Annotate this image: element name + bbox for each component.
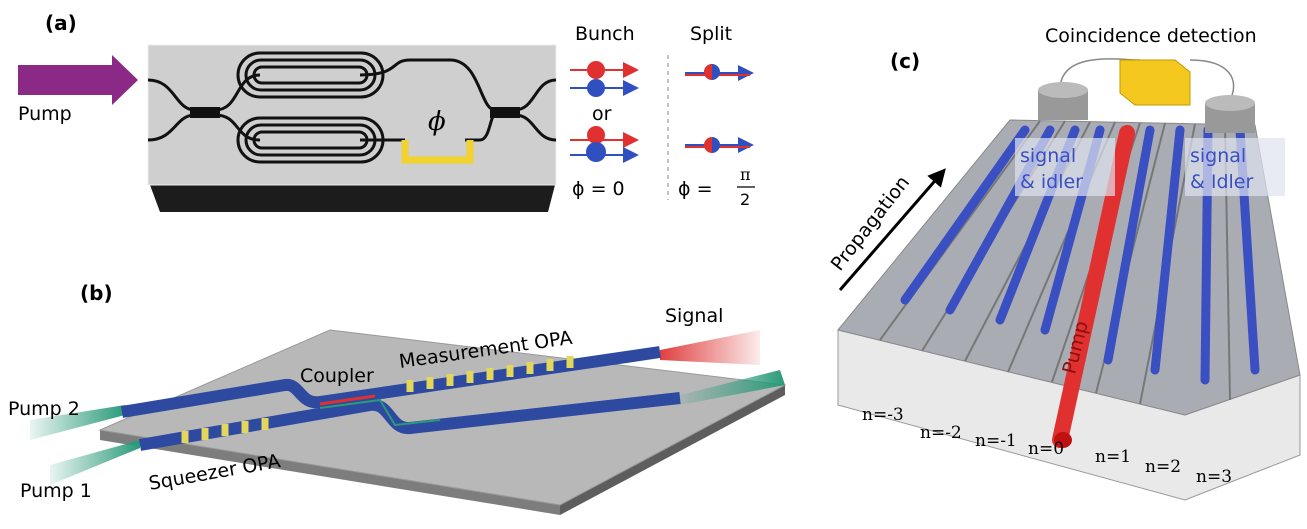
panel-label: (b) — [80, 281, 113, 305]
pump-end — [1054, 432, 1072, 448]
pump-arrow — [18, 55, 138, 105]
modes-label: & Idler — [1190, 171, 1253, 193]
coupler-path — [319, 394, 376, 406]
modes-label: signal — [1020, 145, 1076, 167]
panel-label: (c) — [890, 49, 920, 73]
panel-c: (c) Coincidence detection Propagation si… — [827, 25, 1301, 501]
signal-label: Signal — [665, 305, 723, 327]
index-label: n=1 — [1095, 447, 1131, 467]
index-label: n=2 — [1145, 457, 1181, 477]
phase-half-num: π — [740, 165, 751, 184]
coupler-label: Coupler — [300, 365, 374, 387]
coupler — [190, 107, 220, 118]
modes-label: & idler — [1020, 171, 1083, 193]
panel-b: (b) Signal Coupler Measurement OPA Pump … — [8, 281, 787, 515]
label-box — [1185, 138, 1285, 196]
index-label: n=3 — [1196, 467, 1232, 487]
coupler-path — [319, 398, 441, 427]
split-label: Split — [690, 23, 732, 45]
chip-side — [560, 385, 785, 515]
or-label: or — [592, 103, 612, 125]
modes-label: signal — [1190, 145, 1246, 167]
panel-a: (a) Pump Bunch Split or ϕ ϕ = 0 ϕ = π 2 — [18, 11, 755, 212]
detector-box — [1119, 59, 1191, 106]
pump2-beam — [30, 405, 125, 440]
index-label: n=-1 — [975, 431, 1017, 451]
label-box — [1015, 138, 1115, 196]
signal-beam — [660, 330, 760, 365]
heater — [401, 140, 474, 164]
index-label: n=-3 — [862, 405, 904, 425]
chip-side — [100, 430, 560, 515]
index-labels: n=-3 n=-2 n=-1 n=0 n=1 n=2 n=3 — [862, 405, 1232, 487]
idler-beam — [680, 370, 785, 405]
coupler — [490, 107, 520, 118]
index-label: n=0 — [1028, 439, 1064, 459]
phase-zero: ϕ = 0 — [572, 178, 625, 200]
poling — [181, 356, 574, 443]
propagation-arrow — [838, 168, 946, 291]
pump2-label: Pump 2 — [8, 398, 80, 420]
detector — [1205, 95, 1255, 111]
pump1-label: Pump 1 — [20, 480, 92, 502]
panel-label: (a) — [45, 11, 77, 35]
detection-label: Coincidence detection — [1045, 25, 1257, 47]
phase-half-lhs: ϕ = — [678, 178, 713, 200]
waveguides — [147, 51, 557, 164]
grating-top — [837, 119, 1301, 416]
index-label: n=-2 — [920, 423, 962, 443]
detector — [1038, 82, 1088, 98]
pump-label: Pump — [18, 103, 72, 125]
phi-label: ϕ — [428, 107, 446, 137]
pump-waveguide — [1052, 125, 1135, 448]
waveguide — [121, 346, 661, 418]
photons — [570, 61, 754, 163]
pump1-beam — [50, 440, 140, 485]
phase-half-den: 2 — [740, 190, 750, 209]
bunch-label: Bunch — [575, 23, 635, 45]
chip-side — [150, 185, 555, 212]
